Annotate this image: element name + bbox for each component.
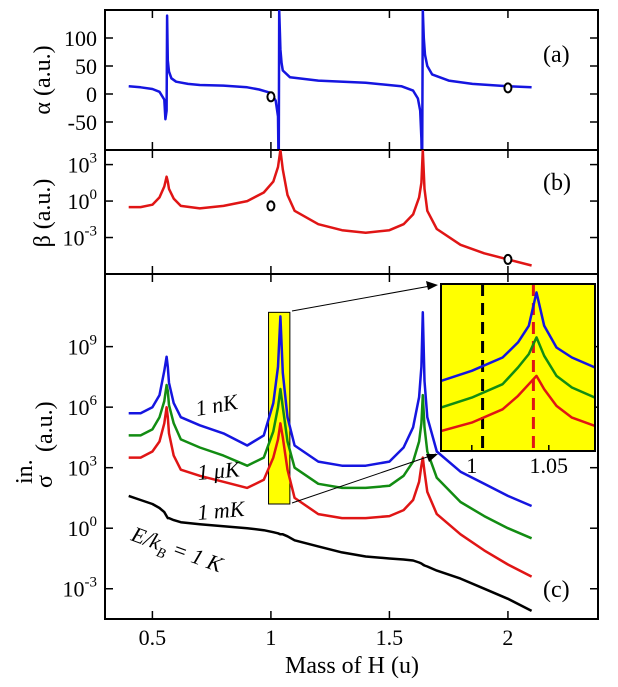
- zoom-arrow-top-head: [426, 281, 438, 290]
- beta-line: [128, 150, 532, 267]
- inset-line: [441, 291, 595, 383]
- inset-x-tick-label: 1.05: [530, 453, 569, 478]
- panel-c: 109 106 103 100 10-3 0.5 1 1.5 2 (c) σ in. (a.u.…: [12, 273, 599, 679]
- cross-section-line: [128, 405, 533, 578]
- y-tick-label: 100: [64, 26, 97, 51]
- zoom-arrow-bottom: [291, 453, 437, 504]
- alpha-marker: [266, 91, 276, 103]
- beta-marker: [266, 200, 276, 212]
- y-tick-label: 103: [68, 454, 98, 481]
- panel-a-ticks: -50 0 50 100: [64, 10, 598, 150]
- series-label-1nk: 1 nK: [194, 389, 241, 421]
- panel-a-plot: [128, 10, 532, 150]
- panel-b-label: (b): [543, 170, 571, 196]
- zoom-arrow-top: [291, 284, 437, 312]
- panel-a-ylabel: α (a.u.): [30, 45, 56, 114]
- panel-b: 103 100 10-3 (b) β (a.u.): [30, 149, 599, 275]
- cross-section-line: [128, 494, 533, 613]
- x-tick-label: 1.5: [376, 625, 404, 650]
- panel-c-ylabel-unit: (a.u.): [32, 401, 58, 452]
- panel-a: -50 0 50 100 (a) α (a.u.): [30, 9, 599, 151]
- inset: 1 1.05: [440, 283, 596, 478]
- series-label-1k: E/kB = 1 K: [126, 521, 228, 582]
- y-tick-label: 10-3: [63, 224, 98, 251]
- inset-ticks: 1 1.05: [466, 445, 568, 478]
- panel-b-ylabel: β (a.u.): [30, 179, 56, 248]
- panel-c-ylabel-sigma: σ: [32, 475, 58, 488]
- inset-line: [441, 336, 595, 409]
- x-tick-label: 2: [502, 625, 513, 650]
- inset-x-tick-label: 1: [466, 453, 477, 478]
- y-tick-label: 100: [68, 187, 98, 214]
- panel-c-ylabel-sup: in.: [12, 459, 38, 484]
- panel-c-plot: [128, 311, 533, 613]
- alpha-line: [128, 10, 532, 150]
- panel-c-ylabel: σ in. (a.u.): [12, 401, 58, 488]
- y-tick-label: 106: [68, 393, 98, 420]
- panel-c-frame: [104, 273, 599, 620]
- alpha-marker: [503, 82, 513, 94]
- y-tick-label: 0: [86, 82, 97, 107]
- y-tick-label: -50: [68, 110, 97, 135]
- zoom-arrows: [291, 281, 438, 504]
- x-tick-label: 1: [265, 625, 276, 650]
- inset-frame: [440, 283, 596, 452]
- panel-c-xlabel: Mass of H (u): [285, 653, 419, 679]
- panel-b-plot: [128, 150, 532, 267]
- x-tick-label: 0.5: [139, 625, 167, 650]
- y-tick-label: 100: [68, 514, 98, 541]
- inset-plot: [441, 284, 595, 451]
- series-label-1mk: 1 mK: [196, 496, 246, 525]
- panel-b-ticks: 103 100 10-3: [63, 150, 598, 274]
- panel-a-label: (a): [543, 42, 570, 68]
- beta-marker: [503, 253, 513, 265]
- y-tick-label: 50: [75, 54, 97, 79]
- panel-b-frame: [104, 149, 599, 275]
- cross-section-line: [128, 383, 533, 540]
- zoom-arrow-bottom-head: [426, 454, 438, 462]
- panel-c-ticks: 109 106 103 100 10-3 0.5 1 1.5 2: [63, 274, 598, 650]
- panel-a-frame: [104, 9, 599, 151]
- series-label-1k-tail: = 1 K: [164, 534, 227, 577]
- inset-line: [441, 374, 595, 433]
- series-label-1uk: 1 μK: [196, 456, 242, 485]
- y-tick-label: 103: [68, 151, 98, 178]
- cross-section-line: [128, 311, 533, 508]
- panel-c-label: (c): [543, 577, 570, 603]
- y-tick-label: 10-3: [63, 575, 98, 602]
- y-tick-label: 109: [68, 333, 98, 360]
